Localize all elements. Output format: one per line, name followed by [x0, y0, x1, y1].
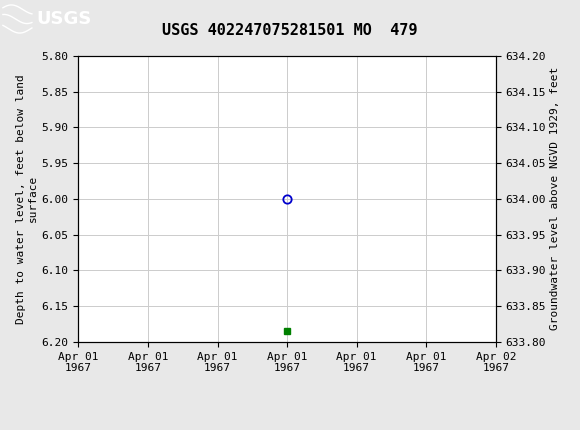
- Y-axis label: Groundwater level above NGVD 1929, feet: Groundwater level above NGVD 1929, feet: [550, 67, 560, 331]
- Text: USGS 402247075281501 MO  479: USGS 402247075281501 MO 479: [162, 23, 418, 37]
- Text: USGS: USGS: [36, 10, 91, 28]
- Y-axis label: Depth to water level, feet below land
surface: Depth to water level, feet below land su…: [16, 74, 38, 324]
